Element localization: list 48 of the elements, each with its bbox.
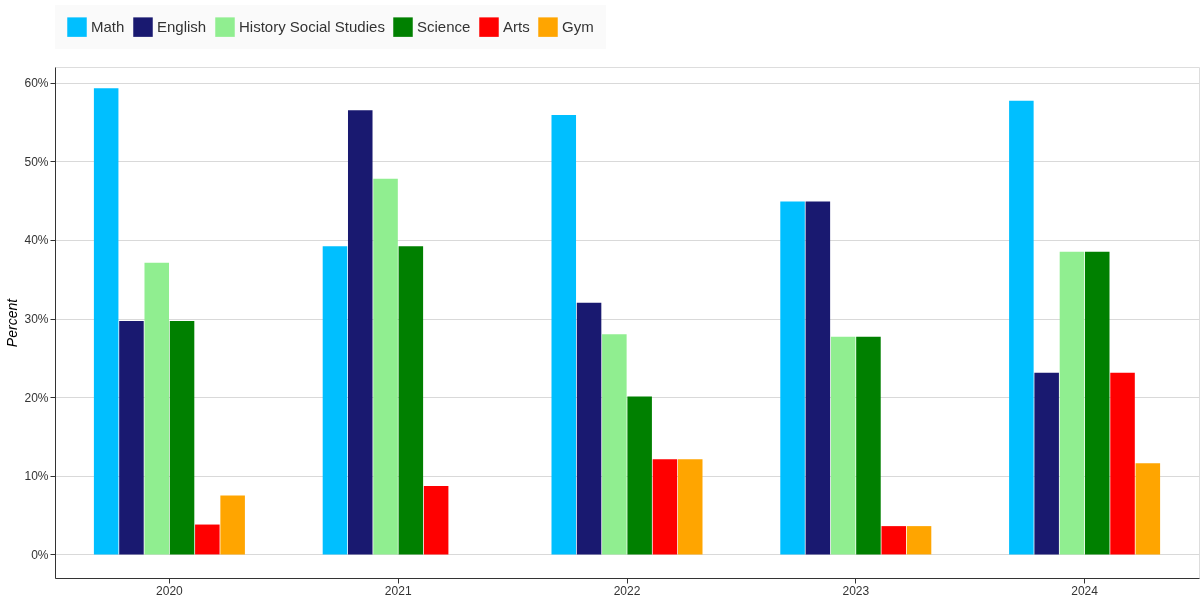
- bar: [830, 336, 856, 555]
- bar: [1034, 372, 1059, 555]
- bar: [1084, 251, 1110, 555]
- y-tick-label: 10%: [24, 469, 49, 484]
- x-tick-label: 2023: [842, 583, 870, 598]
- bar: [398, 246, 424, 555]
- x-tick-label: 2021: [384, 583, 412, 598]
- legend-label: Gym: [562, 18, 594, 36]
- bar: [881, 526, 907, 555]
- legend-label: Arts: [503, 18, 530, 36]
- bar: [93, 88, 119, 555]
- bar: [119, 320, 144, 555]
- bar: [1059, 251, 1085, 555]
- bar: [602, 334, 627, 555]
- bar: [322, 246, 348, 555]
- bar: [805, 201, 831, 555]
- legend-label: Math: [91, 18, 125, 36]
- bar: [780, 201, 805, 555]
- bar: [195, 524, 220, 555]
- bar: [169, 320, 195, 555]
- y-tick-label: 40%: [24, 233, 49, 248]
- bar: [856, 336, 881, 555]
- y-tick-label: 50%: [24, 154, 49, 169]
- bar: [144, 262, 170, 555]
- bar: [677, 459, 703, 555]
- y-tick-label: 60%: [24, 76, 49, 91]
- bar: [652, 459, 678, 555]
- bar: [1009, 100, 1034, 555]
- y-tick-label: 0%: [31, 547, 49, 562]
- legend-label: History Social Studies: [239, 18, 385, 36]
- y-tick-label: 20%: [24, 390, 49, 405]
- bar: [347, 110, 373, 555]
- x-tick-label: 2022: [613, 583, 641, 598]
- bar: [423, 486, 449, 555]
- bar: [1110, 372, 1135, 555]
- bar: [627, 396, 652, 555]
- bar: [1135, 463, 1161, 555]
- bar: [220, 495, 245, 555]
- bar: [576, 302, 602, 555]
- y-tick-label: 30%: [24, 312, 49, 327]
- bar: [906, 526, 932, 555]
- y-axis-title: Percent: [4, 297, 21, 348]
- legend-label: Science: [417, 18, 471, 36]
- x-tick-label: 2020: [156, 583, 184, 598]
- bar: [373, 178, 398, 555]
- legend-label: English: [157, 18, 207, 36]
- x-tick-label: 2024: [1071, 583, 1099, 598]
- bar: [551, 114, 577, 555]
